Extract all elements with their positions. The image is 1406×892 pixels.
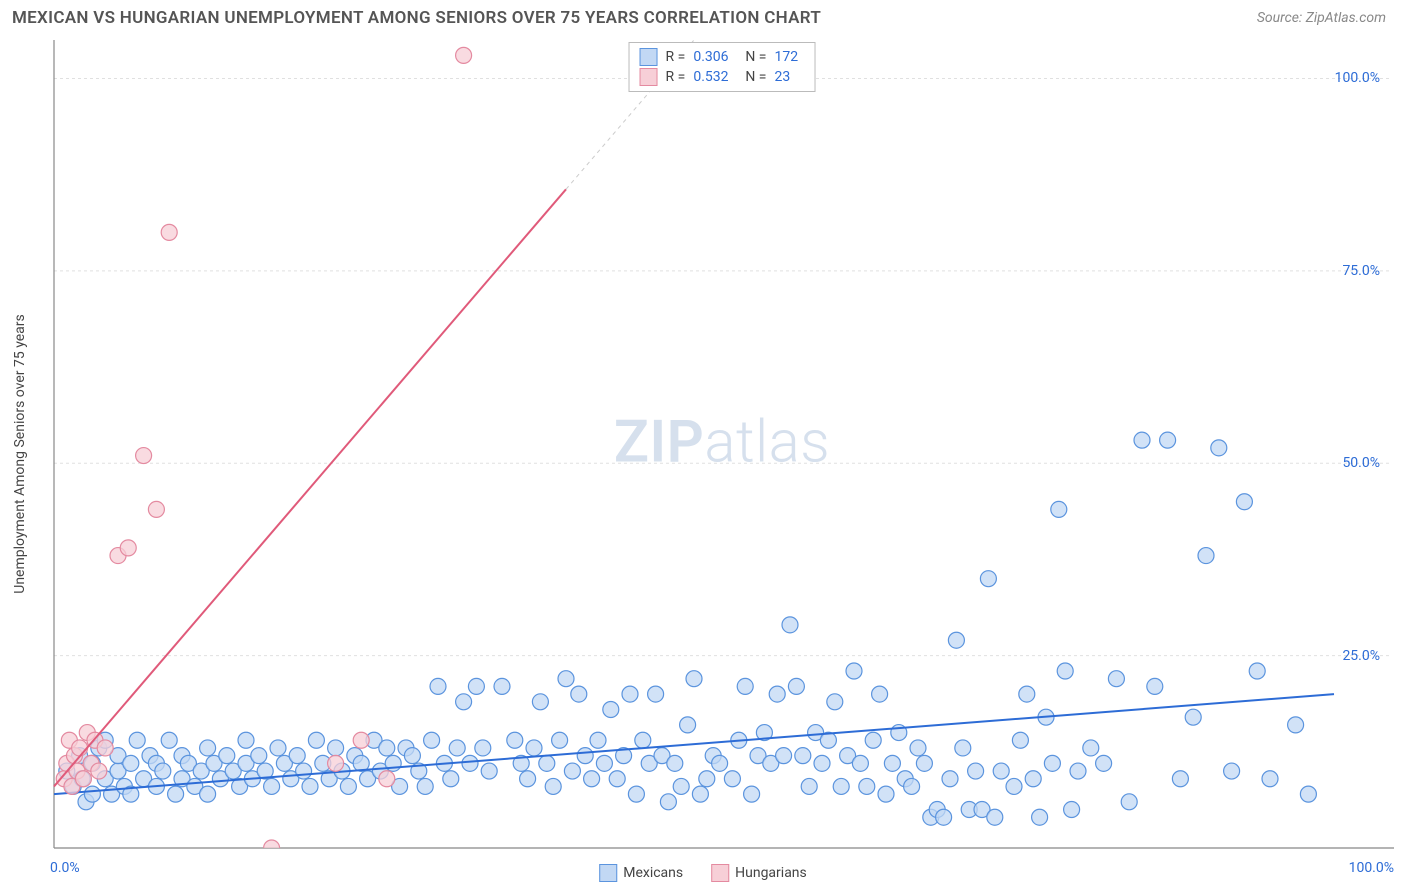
legend-swatch: [640, 68, 658, 86]
legend-item: Hungarians: [711, 864, 807, 882]
chart-title: MEXICAN VS HUNGARIAN UNEMPLOYMENT AMONG …: [12, 8, 821, 28]
scatter-plot: [50, 40, 1394, 852]
correlation-legend: R = 0.306 N = 172 R = 0.532 N = 23: [629, 42, 816, 92]
chart-area: Unemployment Among Seniors over 75 years…: [50, 40, 1394, 852]
legend-r-label: R =: [666, 49, 686, 65]
legend-r-value: 0.532: [693, 69, 737, 85]
y-tick-label: 100.0%: [1335, 70, 1380, 86]
legend-swatch: [640, 48, 658, 66]
legend-n-value: 23: [774, 69, 804, 85]
legend-series-name: Hungarians: [735, 865, 807, 881]
y-tick-label: 50.0%: [1342, 455, 1380, 471]
legend-n-value: 172: [774, 49, 804, 65]
legend-stat-row: R = 0.532 N = 23: [640, 67, 805, 87]
y-tick-label: 75.0%: [1342, 263, 1380, 279]
legend-item: Mexicans: [599, 864, 683, 882]
legend-swatch: [711, 864, 729, 882]
legend-swatch: [599, 864, 617, 882]
series-legend: Mexicans Hungarians: [599, 864, 807, 882]
legend-n-label: N =: [745, 49, 766, 65]
y-axis-label: Unemployment Among Seniors over 75 years: [12, 314, 28, 594]
legend-r-label: R =: [666, 69, 686, 85]
y-tick-label: 25.0%: [1342, 648, 1380, 664]
x-axis-max: 100.0%: [1349, 860, 1394, 876]
source-attribution: Source: ZipAtlas.com: [1257, 10, 1386, 26]
legend-r-value: 0.306: [693, 49, 737, 65]
legend-n-label: N =: [745, 69, 766, 85]
x-axis-min: 0.0%: [50, 860, 80, 876]
legend-series-name: Mexicans: [623, 865, 683, 881]
legend-stat-row: R = 0.306 N = 172: [640, 47, 805, 67]
